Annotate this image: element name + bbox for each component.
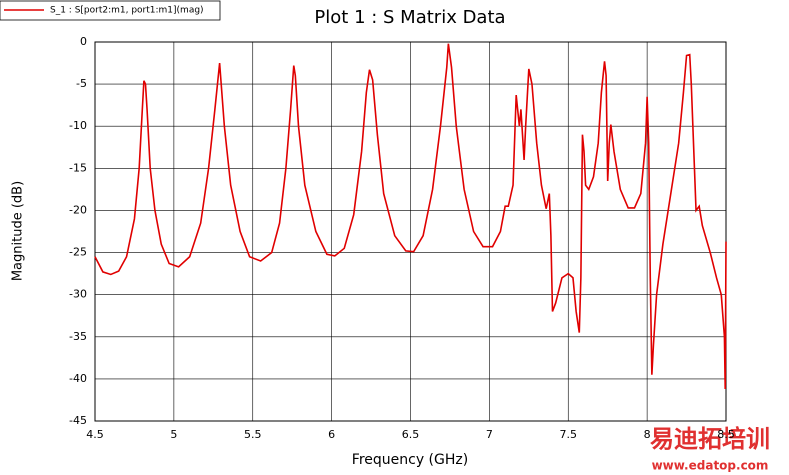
data-line [94,43,727,390]
y-tick-label: -20 [69,203,87,216]
legend-label: S_1 : S[port2:m1, port1:m1](mag) [50,6,204,16]
x-tick-label: 6.5 [402,428,420,441]
y-tick-label: 0 [80,35,87,48]
x-tick-label: 6 [328,428,335,441]
y-tick-label: -5 [76,77,87,90]
y-tick-label: -45 [69,414,87,427]
watermark: 易迪拓培训 [650,425,770,453]
x-tick-label: 4.5 [86,428,104,441]
y-tick-label: -25 [69,246,87,259]
y-tick-label: -30 [69,288,87,301]
x-tick-label: 8.5 [717,428,735,441]
x-tick-label: 5 [170,428,177,441]
y-tick-label: -15 [69,161,87,174]
legend-box [0,0,221,21]
y-tick-label: -10 [69,119,87,132]
x-axis-label: Frequency (GHz) [352,452,468,468]
y-tick-label: -35 [69,330,87,343]
x-tick-label: 5.5 [244,428,262,441]
x-tick-label: 8 [644,428,651,441]
x-tick-label: 7.5 [560,428,578,441]
x-tick-label: 7 [486,428,493,441]
chart-title: Plot 1 : S Matrix Data [314,7,505,28]
plot-frame [94,41,727,422]
watermark-url: www.edatop.com [652,459,769,473]
y-axis-label: Magnitude (dB) [11,181,26,281]
y-tick-label: -40 [69,372,87,385]
